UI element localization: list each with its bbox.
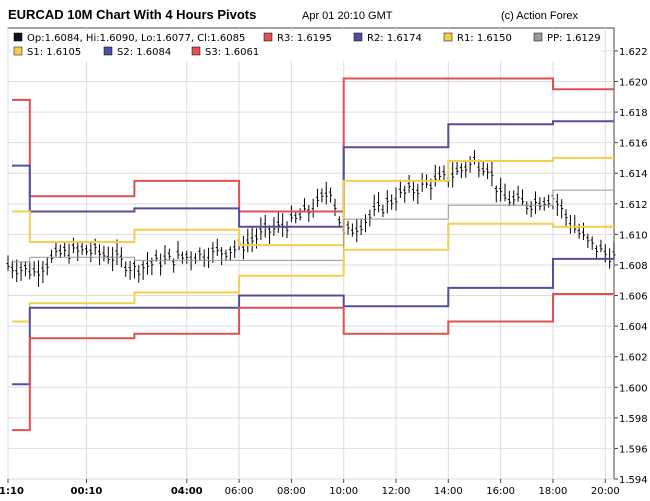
x-tick-label: 18:00 bbox=[539, 486, 568, 497]
x-tick-label: 00:10 bbox=[71, 486, 103, 497]
y-tick-label: 1.598 bbox=[619, 414, 648, 425]
legend-item-pp: PP: 1.6129 bbox=[533, 32, 601, 44]
y-tick-label: 1.616 bbox=[619, 139, 648, 150]
legend-item-s1: S1: 1.6105 bbox=[13, 46, 81, 58]
legend-label-s3: S3: 1.6061 bbox=[205, 47, 259, 58]
legend-swatch-pp bbox=[533, 32, 543, 42]
legend-label-s2: S2: 1.6084 bbox=[117, 47, 171, 58]
legend-swatch-ohlc bbox=[13, 32, 23, 42]
legend-item-r3: R3: 1.6195 bbox=[263, 32, 332, 44]
legend-swatch-s1 bbox=[13, 46, 23, 56]
legend-label-ohlc: Op:1.6084, Hi:1.6090, Lo:1.6077, Cl:1.60… bbox=[27, 33, 245, 44]
chart-timestamp: Apr 01 20:10 GMT bbox=[302, 10, 393, 22]
chart-credit: (c) Action Forex bbox=[501, 10, 579, 22]
pivot-line-s2 bbox=[12, 257, 614, 386]
legend-item-s3: S3: 1.6061 bbox=[191, 46, 259, 58]
pivot-line-r2 bbox=[12, 120, 614, 228]
pivot-line-r1 bbox=[12, 156, 614, 247]
plot-area bbox=[7, 27, 615, 480]
x-tick-label: 21:10 bbox=[0, 486, 24, 497]
legend-swatch-s3 bbox=[191, 46, 201, 56]
y-tick-label: 1.618 bbox=[619, 108, 648, 119]
x-tick-label: 06:00 bbox=[225, 486, 254, 497]
y-tick-label: 1.594 bbox=[619, 475, 648, 486]
legend-label-r3: R3: 1.6195 bbox=[277, 33, 332, 44]
legend-item-r2: R2: 1.6174 bbox=[353, 32, 422, 44]
legend-background bbox=[11, 31, 601, 61]
y-tick-label: 1.604 bbox=[619, 322, 648, 333]
legend-label-r2: R2: 1.6174 bbox=[367, 33, 422, 44]
legend-item-s2: S2: 1.6084 bbox=[103, 46, 171, 58]
y-tick-label: 1.610 bbox=[619, 230, 648, 241]
x-tick-label: 16:00 bbox=[486, 486, 515, 497]
x-tick-label: 10:00 bbox=[329, 486, 358, 497]
y-tick-label: 1.600 bbox=[619, 383, 648, 394]
x-tick-label: 04:00 bbox=[171, 486, 203, 497]
x-tick-label: 08:00 bbox=[277, 486, 306, 497]
y-tick-label: 1.622 bbox=[619, 47, 648, 58]
legend-item-ohlc: Op:1.6084, Hi:1.6090, Lo:1.6077, Cl:1.60… bbox=[13, 32, 245, 44]
price-bars bbox=[6, 149, 616, 288]
x-axis: 21:10 00:10 04:00 06:00 08:00 10:00 12:00 14:00… bbox=[0, 479, 620, 497]
y-tick-label: 1.620 bbox=[619, 78, 648, 89]
legend: Op:1.6084, Hi:1.6090, Lo:1.6077, Cl:1.60… bbox=[11, 31, 601, 61]
y-tick-label: 1.602 bbox=[619, 353, 648, 364]
legend-label-s1: S1: 1.6105 bbox=[27, 47, 81, 58]
y-tick-label: 1.608 bbox=[619, 261, 648, 272]
legend-label-r1: R1: 1.6150 bbox=[457, 33, 512, 44]
legend-swatch-r1 bbox=[443, 32, 453, 42]
legend-swatch-s2 bbox=[103, 46, 113, 56]
legend-swatch-r2 bbox=[353, 32, 363, 42]
chart-title: EURCAD 10M Chart With 4 Hours Pivots bbox=[8, 7, 256, 22]
x-tick-label: 14:00 bbox=[434, 486, 463, 497]
x-tick-label: 12:00 bbox=[382, 486, 411, 497]
y-tick-label: 1.614 bbox=[619, 169, 648, 180]
legend-label-pp: PP: 1.6129 bbox=[547, 33, 601, 44]
pivot-lines bbox=[12, 77, 614, 432]
y-axis: 1.594 1.596 1.598 1.600 1.602 1.604 1.606 1.608… bbox=[614, 47, 648, 486]
y-tick-label: 1.596 bbox=[619, 444, 648, 455]
legend-item-r1: R1: 1.6150 bbox=[443, 32, 512, 44]
x-tick-label: 20:00 bbox=[591, 486, 620, 497]
y-tick-label: 1.612 bbox=[619, 200, 648, 211]
y-tick-label: 1.606 bbox=[619, 292, 648, 303]
pivot-line-s3 bbox=[12, 293, 614, 432]
legend-swatch-r3 bbox=[263, 32, 273, 42]
pivot-line-s1 bbox=[12, 222, 614, 323]
